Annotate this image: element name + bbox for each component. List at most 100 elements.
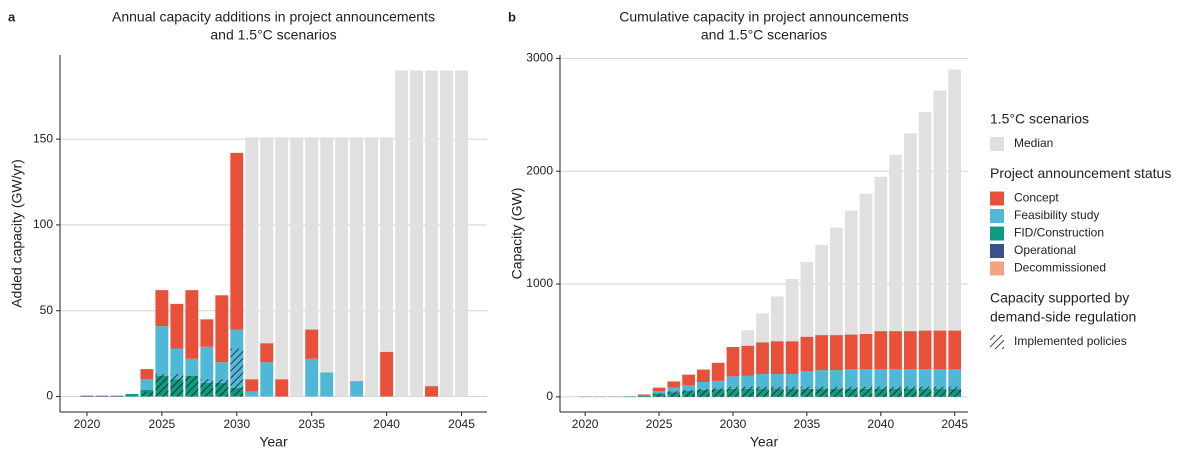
- bar: [320, 137, 334, 397]
- bar: [918, 111, 932, 397]
- y-tick-label: 3000: [526, 51, 553, 65]
- bar: [140, 369, 154, 380]
- hatch-bar: [815, 386, 829, 397]
- chart-title: and 1.5°C scenarios: [701, 27, 827, 43]
- bar: [726, 376, 740, 389]
- hatch-bar: [697, 388, 710, 397]
- bar: [200, 346, 214, 383]
- bar: [275, 379, 289, 397]
- bar: [170, 348, 184, 380]
- y-tick-label: 0: [46, 389, 53, 403]
- legend-title: demand-side regulation: [990, 309, 1136, 325]
- bar: [770, 374, 784, 389]
- y-tick-label: 150: [33, 131, 53, 145]
- hatch-bar: [726, 386, 740, 397]
- hatch-bar: [756, 386, 769, 397]
- bar: [667, 387, 681, 393]
- bar: [815, 370, 829, 389]
- bar: [260, 137, 274, 397]
- bar: [380, 137, 394, 397]
- bar: [933, 90, 947, 397]
- legend-label: Operational: [1014, 243, 1076, 257]
- bar: [726, 347, 740, 377]
- x-tick-label: 2035: [298, 417, 325, 431]
- bar: [903, 331, 917, 370]
- legend-label: Decommissioned: [1014, 261, 1106, 275]
- hatch-bar: [830, 386, 843, 397]
- bar: [110, 395, 124, 397]
- bar: [741, 375, 755, 389]
- bar: [350, 381, 364, 397]
- bar: [410, 70, 424, 397]
- chart-title: Annual capacity additions in project ann…: [112, 9, 435, 25]
- hatch-bar: [200, 379, 214, 397]
- x-tick-label: 2045: [941, 417, 968, 431]
- hatch-bar: [215, 379, 229, 397]
- hatch-bar: [155, 374, 169, 397]
- legend-label: Feasibility study: [1014, 208, 1099, 222]
- bar: [200, 319, 214, 347]
- panel-label: a: [8, 9, 16, 24]
- hatch-bar: [889, 386, 902, 397]
- y-tick-label: 100: [33, 217, 53, 231]
- bar: [155, 290, 169, 327]
- y-tick-label: 0: [546, 389, 553, 403]
- bar: [711, 380, 725, 390]
- bar: [170, 303, 184, 349]
- hatch-bar: [874, 386, 888, 397]
- legend-swatch: [990, 261, 1004, 276]
- legend-swatch: [990, 191, 1004, 206]
- bar: [395, 70, 409, 397]
- bar: [652, 387, 666, 392]
- x-tick-label: 2030: [223, 417, 250, 431]
- bar: [637, 394, 651, 396]
- hatch-bar: [652, 393, 666, 397]
- bar: [350, 137, 364, 397]
- bar: [425, 70, 439, 397]
- bar: [756, 374, 769, 389]
- bar: [637, 394, 651, 395]
- hatch-bar: [800, 386, 814, 397]
- x-axis-title: Year: [259, 434, 288, 450]
- bar: [245, 137, 259, 397]
- hatch-bar: [140, 391, 154, 397]
- y-tick-label: 50: [40, 303, 54, 317]
- bar: [185, 290, 199, 359]
- bar: [652, 391, 666, 394]
- hatch-bar: [667, 391, 681, 397]
- bar: [844, 369, 858, 389]
- x-tick-label: 2020: [74, 417, 101, 431]
- bar: [320, 372, 334, 397]
- bar: [80, 395, 94, 397]
- legend-title: Project announcement status: [990, 165, 1171, 181]
- bar: [335, 137, 349, 397]
- bar: [682, 374, 695, 386]
- hatch-bar: [170, 374, 184, 397]
- bar: [918, 330, 932, 370]
- hatch-bar: [682, 390, 695, 397]
- bar: [800, 371, 814, 389]
- bar: [290, 137, 304, 397]
- legend-label: Implemented policies: [1014, 334, 1127, 348]
- bar: [874, 369, 888, 389]
- bar: [859, 334, 873, 370]
- chart-title: and 1.5°C scenarios: [210, 27, 336, 43]
- bar: [245, 379, 259, 392]
- legend-label: Concept: [1014, 191, 1059, 205]
- y-tick-label: 1000: [526, 276, 553, 290]
- y-axis-title: Capacity (GW): [509, 188, 525, 280]
- bar: [425, 386, 439, 397]
- bar: [770, 341, 784, 375]
- bar: [741, 345, 755, 376]
- hatch-bar: [918, 386, 932, 397]
- hatch-bar: [903, 386, 917, 397]
- bar: [215, 362, 229, 383]
- hatch-bar: [933, 386, 947, 397]
- bar: [889, 369, 902, 389]
- bar: [874, 331, 888, 370]
- x-tick-label: 2045: [448, 417, 475, 431]
- bar: [800, 336, 814, 372]
- y-axis-title: Added capacity (GW/yr): [9, 159, 25, 308]
- legend-swatch: [990, 137, 1004, 151]
